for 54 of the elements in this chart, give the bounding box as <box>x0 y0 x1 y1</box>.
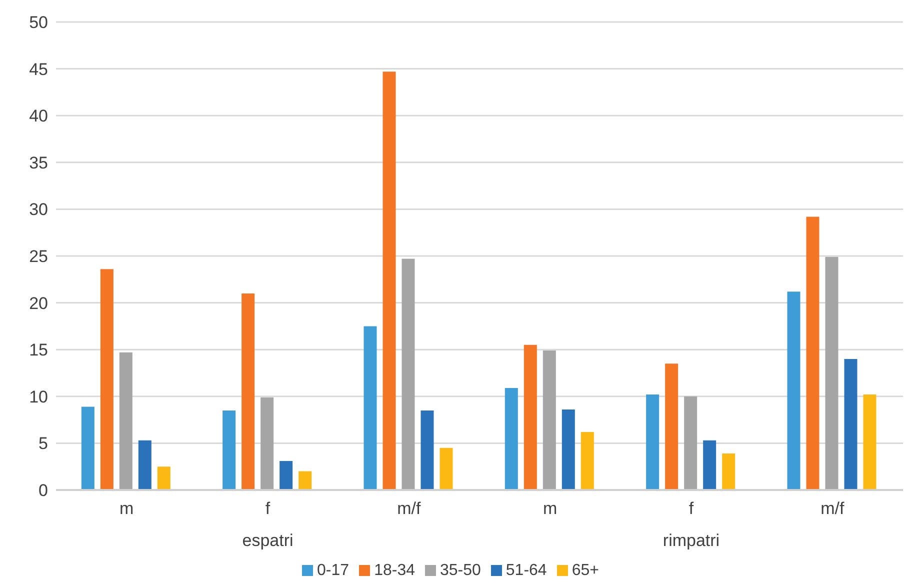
text: rimpatri <box>662 531 720 550</box>
legend-label: 35-50 <box>440 562 481 579</box>
legend-label: 0-17 <box>317 562 350 579</box>
bar <box>280 460 293 490</box>
x-tick-label: m/f <box>820 499 844 518</box>
bar <box>684 396 698 490</box>
x-tick-label: m <box>119 499 134 518</box>
legend-label: 18-34 <box>374 562 415 579</box>
x-tick-label: m <box>542 499 558 518</box>
bar <box>364 326 377 490</box>
bar <box>382 72 396 490</box>
bar <box>580 432 594 490</box>
bar <box>298 471 312 490</box>
bar <box>260 397 274 490</box>
bar <box>402 258 415 490</box>
legend-label: 65+ <box>572 562 599 579</box>
y-tick-label: 45 <box>29 60 48 79</box>
y-tick-label: 0 <box>38 481 48 500</box>
bar <box>646 394 660 490</box>
bar <box>542 350 556 490</box>
bar <box>100 269 114 490</box>
bar <box>81 406 94 490</box>
y-tick-label: 50 <box>29 13 48 32</box>
y-tick-label: 25 <box>29 247 48 266</box>
y-tick-label: 20 <box>29 294 48 313</box>
legend-label: 51-64 <box>506 562 547 579</box>
bar <box>806 216 820 490</box>
bar <box>665 364 678 490</box>
bar <box>157 466 170 490</box>
bar <box>844 358 858 490</box>
bar <box>504 388 518 490</box>
bar <box>440 448 453 490</box>
y-tick-label: 40 <box>29 106 48 126</box>
bar <box>787 292 800 490</box>
x-tick-label: f <box>688 499 694 518</box>
text: espatri <box>242 531 294 550</box>
bar <box>420 410 434 490</box>
bar <box>703 440 716 490</box>
y-tick-label: 5 <box>38 434 48 454</box>
y-tick-label: 35 <box>29 153 48 172</box>
bar <box>863 394 876 490</box>
x-tick-label: f <box>265 499 270 518</box>
bar <box>524 344 537 490</box>
bar <box>825 256 838 490</box>
bar <box>722 453 736 490</box>
bar <box>222 410 236 490</box>
y-tick-label: 15 <box>29 340 48 360</box>
y-tick-label: 10 <box>29 387 48 406</box>
bar <box>242 293 255 490</box>
x-tick-label: m/f <box>397 499 421 518</box>
bar <box>562 410 575 490</box>
bar <box>119 352 132 490</box>
bar <box>138 440 152 490</box>
y-tick-label: 30 <box>29 200 48 220</box>
